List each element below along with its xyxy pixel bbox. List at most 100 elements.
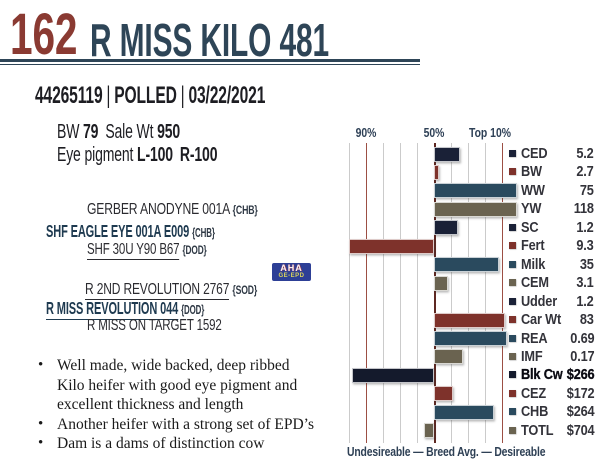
ancestor-tag: {SOD} [232, 285, 258, 297]
weight-stats-line: BW 79 Sale Wt 950 [57, 122, 233, 142]
epd-trait-value: 2.7 [576, 164, 594, 181]
epd-trait-label: SC [521, 219, 539, 236]
ancestor-name: SHF 30U Y90 B67 [87, 241, 180, 260]
epd-trait-label: TOTL [521, 422, 554, 439]
epd-trait-value: 9.3 [576, 238, 594, 255]
epd-bar [434, 312, 506, 328]
epd-bar [434, 257, 499, 273]
ancestor-tag: {DOD} [182, 245, 207, 257]
epd-trait-label: Udder [521, 293, 557, 310]
pedigree-sire-sire: GERBER ANODYNE 001A {CHB} [87, 202, 312, 218]
epd-trait-value: 118 [573, 201, 594, 218]
epd-trait-value: 0.17 [569, 348, 594, 365]
legend-square [508, 150, 516, 157]
legend-square [508, 279, 516, 287]
epd-trait-value: 35 [580, 256, 594, 273]
eye-right-value: R-100 [179, 144, 218, 166]
eye-pigment-label: Eye pigment [57, 144, 134, 166]
epd-bar [434, 220, 458, 236]
badge-geepd-text: GE-EPD [278, 273, 305, 279]
gridline-80 [383, 143, 384, 443]
epd-bar [434, 146, 460, 162]
ancestor-name: R MISS REVOLUTION 044 [46, 298, 179, 320]
note-item: Another heifer with a strong set of EPD’… [30, 415, 330, 435]
legend-square [508, 352, 516, 360]
epd-row-imf: IMF 0.17 [345, 348, 600, 366]
title-rule-top [0, 59, 420, 62]
eye-pigment-line: Eye pigment L-100 R-100 [57, 145, 286, 165]
epd-row-cem: CEM 3.1 [345, 274, 600, 292]
epd-trait-value: 1.2 [576, 219, 594, 236]
axis-label: Top 10% [468, 125, 511, 140]
epd-trait-label: Milk [521, 256, 546, 273]
epd-trait-value: $264 [566, 404, 594, 421]
legend-square [508, 297, 516, 305]
gridline-40 [451, 143, 452, 443]
note-item: Well made, wide backed, deep ribbed Kilo… [30, 356, 330, 415]
ancestor-name: GERBER ANODYNE 001A [87, 201, 230, 218]
legend-square [508, 408, 516, 416]
epd-trait-label: Blk Cw [521, 367, 563, 384]
epd-row-chb: CHB $264 [345, 403, 600, 421]
legend-square [508, 371, 516, 379]
epd-bar [349, 238, 434, 254]
epd-trait-label: BW [521, 164, 542, 181]
epd-trait-label: WW [521, 182, 545, 199]
legend-square [508, 426, 516, 434]
lot-number-text: 162 [10, 2, 78, 67]
epd-chart-footer: Undesireable — Breed Avg. — Desireable [347, 444, 595, 459]
epd-row-udder: Udder 1.2 [345, 293, 600, 311]
legend-square [508, 389, 516, 397]
epd-row-yw: YW 118 [345, 200, 600, 218]
epd-row-blk-cw: Blk Cw $266 [345, 366, 600, 384]
pedigree-sire: SHF EAGLE EYE 001A E009 {CHB} [46, 221, 314, 241]
ancestor-tag: {CHB} [192, 226, 215, 240]
epd-row-rea: REA 0.69 [345, 330, 600, 348]
epd-bar [434, 275, 448, 291]
ancestor-name: R 2ND REVOLUTION 2767 [85, 281, 230, 300]
epd-row-bw: BW 2.7 [345, 163, 600, 181]
legend-square [508, 316, 516, 324]
separator: | [180, 82, 185, 109]
pedigree-sire-dam: SHF 30U Y90 B67 {DOD} [87, 241, 253, 260]
axis-label: 50% [423, 125, 445, 140]
epd-row-sc: SC 1.2 [345, 219, 600, 237]
notes-list: Well made, wide backed, deep ribbed Kilo… [30, 356, 330, 454]
epd-trait-label: YW [521, 201, 542, 218]
epd-bar [434, 404, 494, 420]
epd-trait-value: 5.2 [576, 146, 594, 162]
registration-number: 44265119 [35, 82, 103, 109]
pedigree-dam-dam: R MISS ON TARGET 1592 [87, 318, 274, 334]
legend-square [508, 260, 516, 268]
epd-bar [434, 164, 440, 180]
epd-trait-label: Fert [521, 238, 545, 255]
title-rule-bottom [0, 64, 420, 65]
epd-trait-label: REA [521, 330, 548, 347]
legend-square [508, 334, 516, 342]
bw-value: 79 [83, 121, 99, 143]
epd-grid [345, 143, 521, 443]
epd-bar [434, 331, 508, 346]
epd-chart-footer-text: Undesireable — Breed Avg. — Desireable [347, 444, 546, 459]
note-item: Dam is a dams of distinction cow [30, 434, 330, 454]
epd-trait-label: CHB [521, 404, 549, 421]
gridline-100 [349, 143, 350, 443]
axis-label: 90% [355, 125, 377, 140]
ancestor-name: R MISS ON TARGET 1592 [87, 317, 222, 334]
animal-name-text: R MISS KILO 481 [90, 14, 329, 66]
animal-name: R MISS KILO 481 [90, 17, 458, 63]
epd-row-fert: Fert 9.3 [345, 237, 600, 255]
epd-row-cez: CEZ $172 [345, 385, 600, 403]
epd-trait-value: 75 [580, 182, 594, 199]
ancestor-name: SHF EAGLE EYE 001A E009 [46, 221, 190, 241]
epd-trait-value: 3.1 [576, 275, 594, 292]
epd-bar [352, 367, 434, 383]
horn-status: POLLED [114, 82, 177, 109]
epd-bar [434, 349, 463, 365]
gridline-90 [366, 143, 367, 443]
legend-square [508, 223, 516, 231]
epd-trait-value: $266 [566, 367, 594, 384]
eye-left-value: L-100 [137, 144, 173, 166]
registration-line: 44265119 | POLLED | 03/22/2021 [35, 84, 389, 108]
